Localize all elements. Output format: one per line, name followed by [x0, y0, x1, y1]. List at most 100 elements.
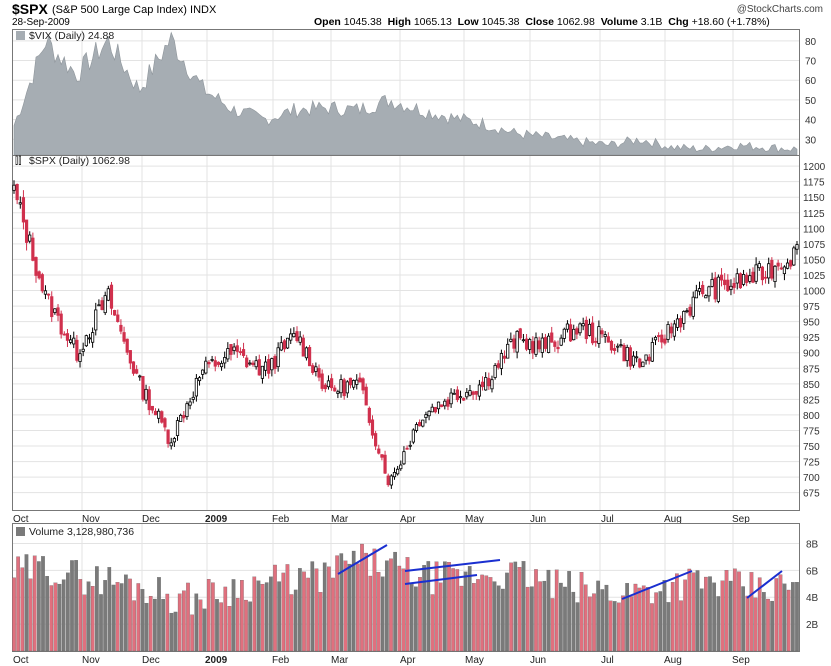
candle-body: [248, 362, 252, 365]
volume-bar: [430, 594, 435, 652]
candle-body: [443, 400, 447, 407]
vix-tick-label: 40: [805, 116, 817, 127]
candle-body: [433, 406, 437, 413]
candle-body: [150, 405, 154, 411]
candle-body: [138, 375, 142, 378]
volume-bar: [310, 561, 315, 652]
spx-panel: 1200 1175 1150 1125 1100 1075 1050 1025 1000 975 9…: [12, 155, 826, 511]
candle-body: [465, 391, 469, 398]
candle-body: [197, 377, 202, 382]
candle-body: [748, 275, 752, 282]
volume-bar: [240, 580, 244, 652]
candle-body: [484, 377, 488, 391]
volume-bar: [327, 566, 331, 652]
volume-bar: [488, 577, 493, 652]
volume-bar: [41, 556, 45, 652]
candle-body: [273, 356, 277, 369]
candle-body: [336, 391, 340, 394]
candle-body: [201, 369, 205, 375]
volume-tick-label: 4B: [806, 593, 819, 604]
volume-bar: [426, 561, 431, 652]
volume-bar: [314, 568, 319, 652]
candle-body: [436, 401, 441, 410]
volume-bar: [546, 569, 551, 652]
volume-bar: [583, 584, 588, 652]
volume-bar: [675, 573, 679, 652]
volume-bar: [786, 589, 791, 652]
x-tick-label: Mar: [331, 655, 349, 666]
volume-bar: [235, 597, 240, 652]
volume-bar: [509, 562, 513, 652]
candle-body: [386, 475, 390, 486]
volume-bar: [244, 599, 248, 652]
candle-body: [241, 349, 246, 356]
candle-legend-icon: ⫿⫿: [15, 155, 21, 167]
volume-bar: [753, 597, 758, 652]
candle-body: [65, 333, 70, 341]
volume-bar: [136, 583, 141, 652]
volume-bar: [285, 564, 290, 652]
volume-bar: [356, 563, 360, 652]
candle-body: [238, 351, 243, 354]
high-value: 1065.13: [413, 16, 452, 28]
x-tick-label: May: [465, 655, 484, 666]
volume-bar: [74, 560, 78, 652]
candle-body: [628, 347, 632, 367]
volume-tick-label: 6B: [806, 566, 819, 577]
candle-body: [449, 392, 453, 405]
volume-bar: [347, 563, 352, 652]
volume-bar: [438, 582, 443, 652]
volume-bar: [745, 595, 750, 652]
candle-body: [496, 363, 500, 368]
volume-bar: [534, 569, 538, 652]
candle-body: [701, 284, 705, 295]
candle-body: [421, 419, 425, 427]
candle-body: [556, 346, 560, 350]
volume-bar: [733, 568, 737, 652]
candle-body: [638, 358, 642, 368]
volume-bar: [782, 583, 787, 652]
candle-body: [594, 340, 598, 343]
volume-bar: [380, 576, 385, 652]
volume-bar: [194, 593, 199, 652]
volume-bar: [687, 568, 692, 652]
candle-body: [204, 360, 208, 374]
x-tick-label: Feb: [272, 514, 290, 525]
candle-body: [263, 361, 268, 371]
candle-body: [565, 323, 570, 330]
candle-body: [587, 323, 592, 336]
candle-body: [704, 295, 708, 299]
candle-body: [471, 391, 475, 395]
volume-bar: [612, 601, 617, 652]
candle-body: [270, 358, 274, 371]
volume-bar: [741, 586, 745, 652]
candle-body: [301, 337, 305, 357]
candle-body: [352, 380, 356, 388]
candle-body: [72, 337, 76, 345]
volume-legend: Volume 3,128,980,736: [16, 526, 134, 538]
candle-body: [113, 309, 117, 316]
candle-body: [157, 410, 161, 419]
spx-tick-label: 1200: [803, 162, 826, 173]
candle-body: [153, 410, 158, 416]
candle-body: [295, 331, 299, 342]
spx-tick-label: 725: [803, 458, 820, 469]
x-tick-label: Nov: [82, 514, 100, 525]
candle-body: [37, 271, 41, 279]
candle-body: [789, 260, 793, 267]
spx-tick-label: 850: [803, 380, 820, 391]
x-tick-label: Jun: [530, 655, 546, 666]
candle-body: [524, 338, 529, 350]
spx-tick-label: 900: [803, 349, 820, 360]
candle-body: [298, 336, 302, 343]
candle-body: [125, 338, 129, 353]
candle-body: [710, 279, 714, 287]
candle-body: [468, 390, 472, 396]
candle-body: [474, 390, 478, 395]
volume-bar: [248, 601, 252, 652]
volume-bar: [215, 599, 219, 652]
candle-body: [480, 381, 485, 388]
vix-tick-label: 70: [805, 57, 817, 68]
volume-bar: [757, 577, 762, 652]
